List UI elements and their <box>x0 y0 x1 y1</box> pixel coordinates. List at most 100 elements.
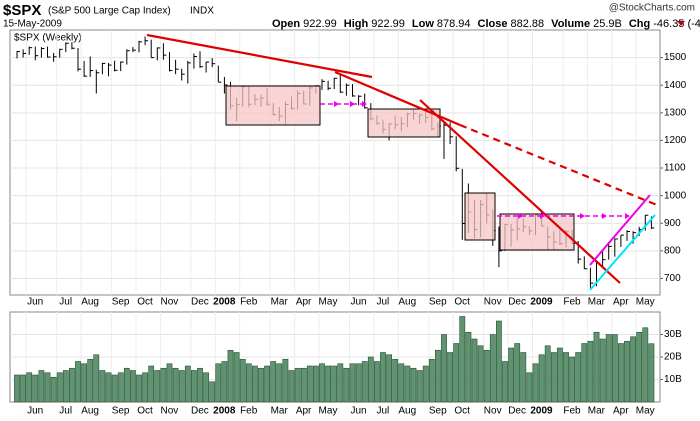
volume-bar <box>26 372 33 403</box>
x-tick-label: Apr <box>296 406 312 417</box>
x-tick-label: Sep <box>429 297 447 308</box>
x-tick-label: Feb <box>240 406 258 417</box>
stat-value: -46.35 (-4.99%) <box>653 18 700 30</box>
volume-bar <box>465 331 472 403</box>
volume-bar <box>227 349 234 403</box>
x-tick-label: 2008 <box>213 406 236 417</box>
volume-bar <box>434 349 441 403</box>
volume-bar <box>276 363 283 403</box>
box <box>225 85 321 126</box>
date: 15-May-2009 <box>3 19 62 30</box>
stat-label: Close <box>478 18 508 30</box>
x-tick-label: Aug <box>398 406 416 417</box>
volume-bar <box>245 363 252 403</box>
volume-bar <box>178 370 185 403</box>
volume-bar <box>361 361 368 403</box>
x-tick-label: Oct <box>137 406 153 417</box>
volume-bar <box>258 367 264 403</box>
volume-bar <box>20 374 26 403</box>
volume-bar <box>130 370 136 403</box>
volume-bar <box>75 361 81 403</box>
y-tick-label: 30B <box>664 329 682 340</box>
y-tick-label: 900 <box>664 218 681 229</box>
box <box>499 213 575 251</box>
x-tick-label: Nov <box>484 297 502 308</box>
x-tick-label: May <box>319 297 338 308</box>
volume-bar <box>166 363 173 403</box>
volume-bar <box>617 343 624 403</box>
volume-bar <box>520 352 527 403</box>
x-tick-label: 2009 <box>530 406 553 417</box>
x-tick-label: May <box>319 406 338 417</box>
volume-bar <box>294 367 301 403</box>
volume-bar <box>44 372 51 403</box>
y-tick-label: 10B <box>664 374 682 385</box>
volume-bar <box>282 358 289 403</box>
stat-label: Volume <box>551 18 590 30</box>
x-tick-label: Nov <box>484 406 502 417</box>
volume-bar <box>81 363 87 403</box>
x-tick-label: 2008 <box>213 297 236 308</box>
volume-bar <box>563 352 569 403</box>
box <box>367 108 441 138</box>
volume-bar <box>349 363 356 403</box>
symbol: $SPX <box>3 2 41 19</box>
y-tick-label: 1200 <box>664 135 687 146</box>
box <box>464 192 496 241</box>
volume-bar <box>50 376 57 403</box>
volume-bar <box>136 374 142 403</box>
volume-bar <box>636 331 643 403</box>
x-tick-label: Aug <box>81 297 99 308</box>
volume-bar <box>367 356 374 403</box>
y-tick-label: 800 <box>664 245 681 256</box>
volume-bar <box>648 343 655 403</box>
volume-bar <box>428 358 435 403</box>
volume-bar <box>203 372 209 403</box>
arrow-heads <box>518 213 630 219</box>
x-tick-label: Mar <box>271 297 289 308</box>
volume-bar <box>526 372 533 403</box>
x-tick-label: Oct <box>137 297 153 308</box>
x-tick-label: Mar <box>588 406 606 417</box>
volume-bar <box>319 363 325 403</box>
volume-bar <box>69 367 75 403</box>
volume-layer: 10B 20B 30B Jun Jul Aug Sep Oct Nov Dec 2008 Feb Mar… <box>10 312 682 417</box>
volume-bar <box>142 372 148 403</box>
volume-bar <box>197 367 203 403</box>
x-tick-label: Sep <box>112 297 130 308</box>
volume-bar <box>593 331 600 403</box>
volume-bar <box>300 367 307 403</box>
x-tick-label: Apr <box>613 406 629 417</box>
x-tick-label: 2009 <box>530 297 553 308</box>
x-tick-label: Apr <box>296 297 312 308</box>
x-tick-label: Oct <box>454 297 470 308</box>
credit: @StockCharts.com <box>609 3 695 14</box>
volume-bar <box>105 372 112 403</box>
volume-bar <box>441 334 447 403</box>
x-tick-label: Jun <box>350 406 366 417</box>
x-tick-label: Mar <box>271 406 289 417</box>
x-tick-label: Jun <box>27 297 43 308</box>
volume-bar <box>373 361 380 403</box>
x-tick-label: Feb <box>563 297 581 308</box>
x-tick-label: Dec <box>508 406 526 417</box>
x-tick-label: May <box>636 406 655 417</box>
stat-value: 25.9B <box>593 18 622 30</box>
volume-bar <box>508 347 514 403</box>
stat-label: Open <box>272 18 300 30</box>
volume-bar <box>209 381 216 403</box>
volume-bar <box>386 354 392 403</box>
volume-bar <box>123 367 130 403</box>
channel-line <box>589 194 651 266</box>
stat-label: Low <box>412 18 434 30</box>
volume-bar <box>569 356 575 403</box>
volume-bar <box>544 345 551 403</box>
x-tick-label: Nov <box>161 406 179 417</box>
volume-bar <box>410 367 417 403</box>
x-tick-label: May <box>636 297 655 308</box>
volume-bar <box>252 365 258 403</box>
volume-bar <box>514 343 521 403</box>
channel-line <box>589 214 656 291</box>
volume-bar <box>453 343 460 403</box>
volume-bar <box>575 352 582 403</box>
